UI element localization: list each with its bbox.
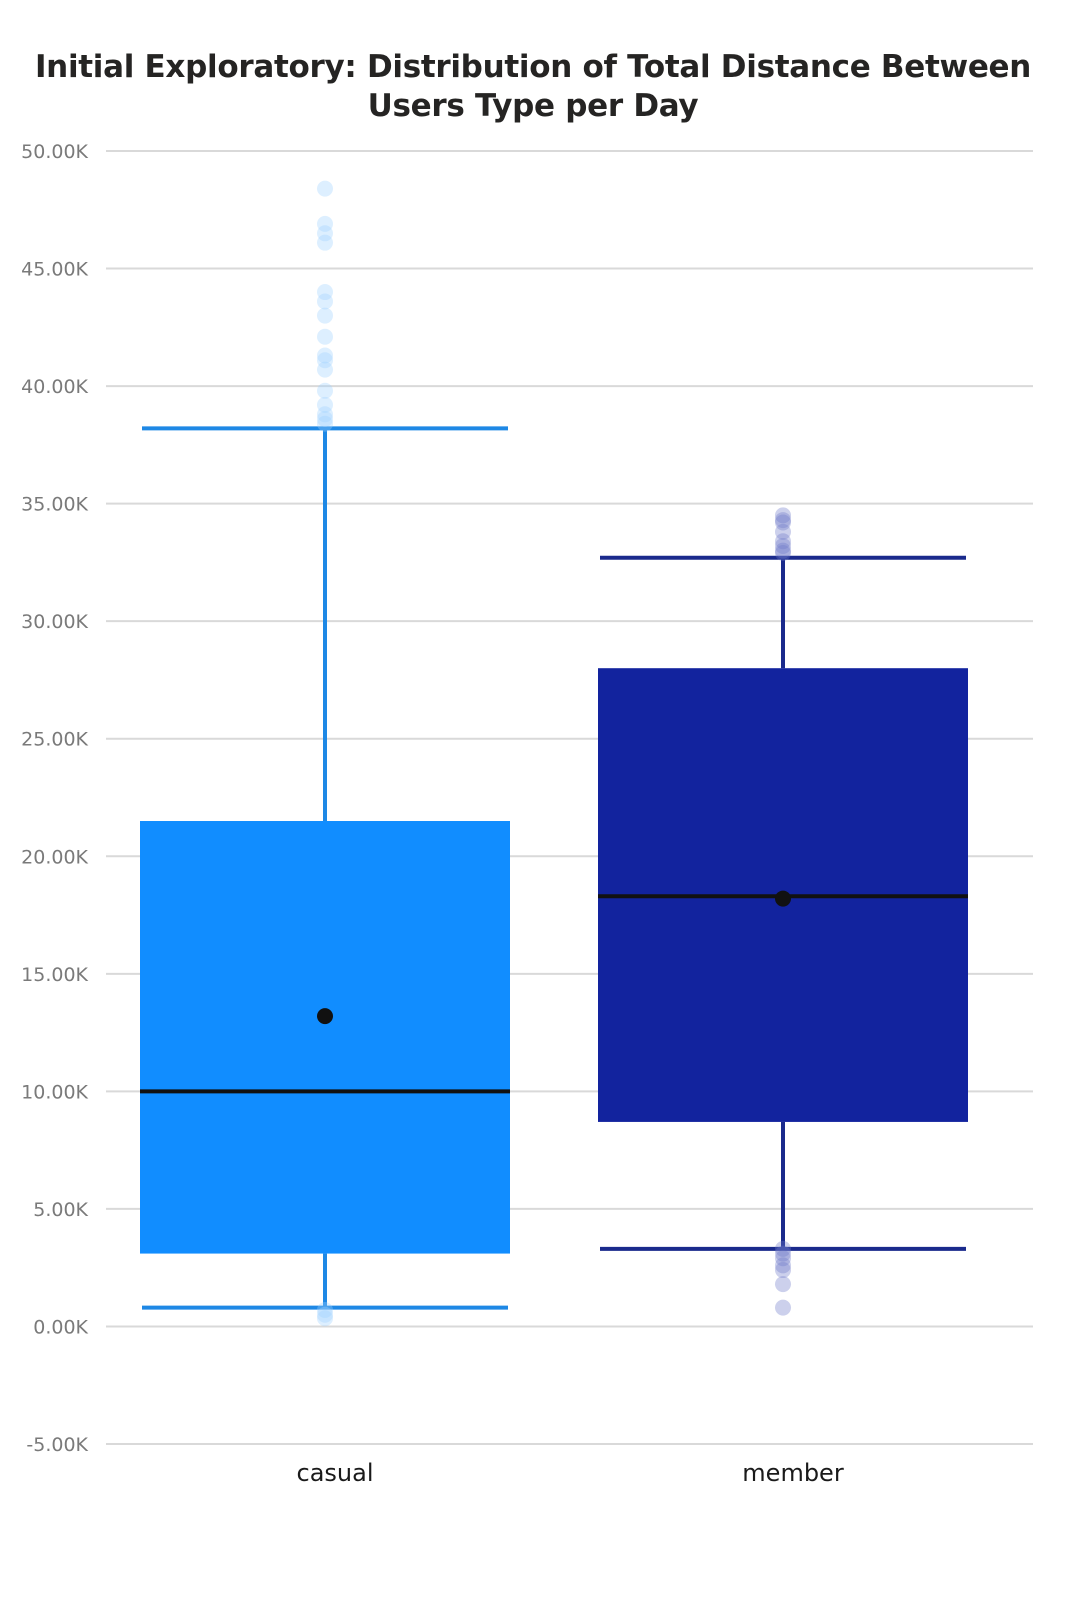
outlier-point [317,1306,333,1323]
box-member [598,507,968,1316]
y-tick-label: 40.00K [21,376,88,398]
plot-area [140,180,968,1327]
outlier-point [775,523,791,540]
outlier-point [317,415,333,432]
outlier-point [317,234,333,251]
outlier-point [317,396,333,413]
y-tick-label: 25.00K [21,729,88,751]
outlier-point [775,1276,791,1293]
iqr-box [140,821,510,1254]
outlier-point [775,1245,791,1262]
outlier-point [775,512,791,529]
outlier-point [317,215,333,232]
outlier-point [317,361,333,378]
outlier-point [317,293,333,310]
outlier-point [775,533,791,550]
outlier-point [775,542,791,559]
x-category-label: member [742,1459,844,1487]
outlier-point [775,1240,791,1257]
outlier-point [775,514,791,531]
outlier-point [317,406,333,423]
outlier-point [317,180,333,197]
y-tick-label: 10.00K [21,1081,88,1103]
mean-marker [317,1008,333,1025]
box-casual [140,180,510,1327]
y-tick-label: 15.00K [21,964,88,986]
y-tick-label: 45.00K [21,259,88,281]
outlier-point [317,307,333,324]
outlier-point [317,382,333,399]
outlier-point [317,347,333,364]
outlier-point [775,537,791,554]
y-axis: -5.00K 0.00K 5.00K 10.00K 15.00K 20.00K 25.00K… [21,141,88,1456]
y-tick-label: 0.00K [33,1316,88,1338]
outlier-point [317,1310,333,1327]
y-tick-label: 20.00K [21,846,88,868]
y-tick-label: 30.00K [21,611,88,633]
outlier-point [317,352,333,369]
outlier-point [317,1301,333,1318]
outlier-point [775,545,791,562]
outlier-point [775,1257,791,1274]
x-axis: casual member [297,1459,844,1487]
y-tick-label: 35.00K [21,494,88,516]
y-tick-label: -5.00K [26,1434,88,1456]
y-tick-label: 50.00K [21,141,88,163]
outlier-point [775,1250,791,1267]
outlier-point [317,225,333,242]
outlier-point [317,411,333,428]
outlier-point [317,284,333,301]
y-tick-label: 5.00K [33,1199,88,1221]
outlier-point [775,507,791,524]
x-category-label: casual [297,1459,374,1487]
outlier-point [775,1299,791,1316]
outlier-point [775,1262,791,1279]
chart-title: Initial Exploratory: Distribution of Tot… [34,49,1032,124]
mean-marker [775,890,791,907]
outlier-point [317,328,333,345]
